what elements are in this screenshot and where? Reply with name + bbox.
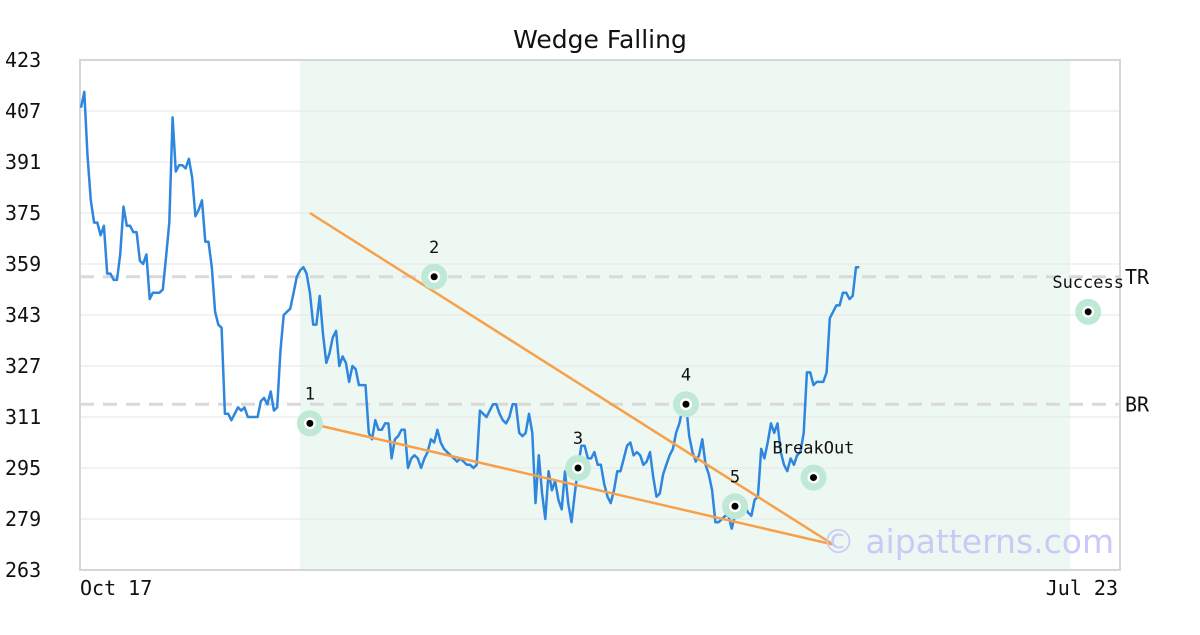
pattern-point-label-success: Success xyxy=(1052,273,1124,293)
pattern-point-breakout xyxy=(809,474,817,482)
pattern-point-label-3: 3 xyxy=(573,429,583,449)
pattern-point-1 xyxy=(306,419,314,427)
y-tick-label: 311 xyxy=(5,405,41,429)
y-tick-label: 391 xyxy=(5,150,41,174)
pattern-point-label-2: 2 xyxy=(429,238,439,258)
y-tick-label: 263 xyxy=(5,558,41,582)
pattern-point-label-4: 4 xyxy=(681,365,691,385)
wedge-trend-line-upper xyxy=(309,211,834,546)
hline-label-tr: TR xyxy=(1125,265,1150,289)
y-tick-label: 295 xyxy=(5,456,41,480)
y-tick-label: 279 xyxy=(5,507,41,531)
chart-title: Wedge Falling xyxy=(513,25,687,54)
hline-label-br: BR xyxy=(1125,392,1150,416)
x-tick-label: Jul 23 xyxy=(1046,576,1118,600)
pattern-point-success xyxy=(1084,308,1092,316)
pattern-point-4 xyxy=(682,400,690,408)
plot-frame xyxy=(79,59,1121,571)
pattern-point-label-breakout: BreakOut xyxy=(773,439,855,459)
x-tick-label: Oct 17 xyxy=(80,576,152,600)
pattern-point-label-1: 1 xyxy=(305,384,315,404)
y-tick-label: 375 xyxy=(5,201,41,225)
pattern-point-label-5: 5 xyxy=(730,467,740,487)
wedge-trend-line-lower xyxy=(309,422,834,546)
y-tick-label: 343 xyxy=(5,303,41,327)
y-tick-label: 407 xyxy=(5,99,41,123)
y-tick-label: 359 xyxy=(5,252,41,276)
pattern-point-5 xyxy=(731,502,739,510)
y-tick-label: 327 xyxy=(5,354,41,378)
watermark: © aipatterns.com xyxy=(822,522,1114,561)
pattern-point-2 xyxy=(430,273,438,281)
pattern-point-3 xyxy=(574,464,582,472)
y-tick-label: 423 xyxy=(5,48,41,72)
